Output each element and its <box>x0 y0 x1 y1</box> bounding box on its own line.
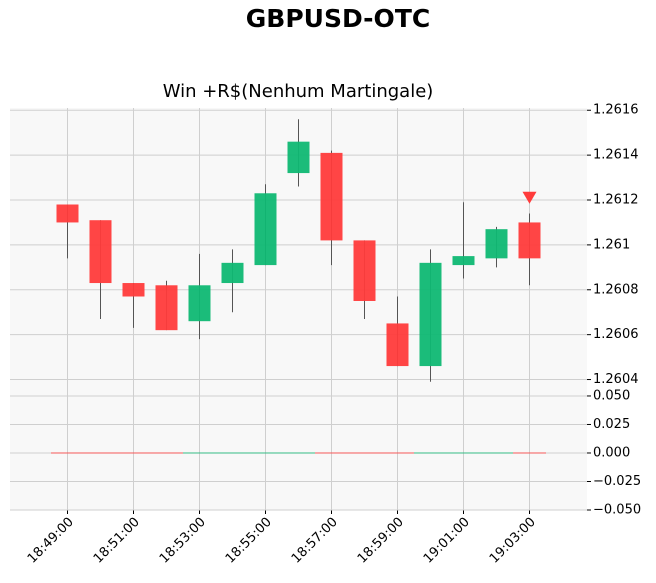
x-tick-label: 19:03:00 <box>487 515 539 567</box>
candle-body <box>353 240 376 301</box>
volume-bar <box>381 452 414 454</box>
volume-bar <box>447 452 480 454</box>
y-tick-label: 1.2606 <box>593 327 639 342</box>
candle-body <box>221 262 244 284</box>
volume-bar <box>84 452 117 454</box>
y-tick-label: 0.025 <box>593 417 630 432</box>
x-tick-label: 18:49:00 <box>25 515 77 567</box>
y-tick-label: −0.050 <box>593 503 641 518</box>
volume-bar <box>183 452 216 454</box>
volume-bar <box>51 452 84 454</box>
y-tick-label: 0.000 <box>593 445 630 460</box>
x-tick-label: 18:57:00 <box>289 515 341 567</box>
candle-body <box>56 204 79 223</box>
candle-body <box>320 152 343 241</box>
volume-bar <box>414 452 447 454</box>
signal-marker <box>522 191 537 204</box>
chart-title: GBPUSD-OTC <box>246 4 430 33</box>
x-tick-label: 18:53:00 <box>157 515 209 567</box>
y-tick-label: 1.2616 <box>593 103 639 118</box>
chart-subtitle: Win +R$(Nenhum Martingale) <box>163 81 434 102</box>
volume-bar <box>216 452 249 454</box>
volume-bar <box>480 452 513 454</box>
volume-bar <box>249 452 282 454</box>
candle-body <box>254 193 277 266</box>
y-tick-label: 1.2612 <box>593 193 639 208</box>
x-tick-label: 18:51:00 <box>91 515 143 567</box>
y-tick-label: 1.261 <box>593 237 630 252</box>
volume-bar <box>348 452 381 454</box>
candle-body <box>386 323 409 367</box>
candle-body <box>89 220 112 284</box>
x-tick-label: 19:01:00 <box>421 515 473 567</box>
volume-bar <box>315 452 348 454</box>
x-tick-label: 18:59:00 <box>355 515 407 567</box>
candle-body <box>188 285 211 322</box>
volume-bar <box>513 452 546 454</box>
volume-panel <box>10 393 587 510</box>
candle-body <box>287 141 310 174</box>
y-tick-label: 1.2608 <box>593 282 639 297</box>
candle-body <box>518 222 541 259</box>
candle-body <box>419 262 442 367</box>
y-tick-label: 1.2604 <box>593 372 639 387</box>
candle-body <box>452 256 475 266</box>
y-tick-label: 0.050 <box>593 388 630 403</box>
x-tick-label: 18:55:00 <box>223 515 275 567</box>
y-tick-label: 1.2614 <box>593 148 639 163</box>
volume-bar <box>282 452 315 454</box>
candle-body <box>155 285 178 331</box>
candle-body <box>122 283 145 297</box>
y-tick-label: −0.025 <box>593 474 641 489</box>
volume-bar <box>117 452 150 454</box>
volume-bar <box>150 452 183 454</box>
candle-body <box>485 229 508 259</box>
